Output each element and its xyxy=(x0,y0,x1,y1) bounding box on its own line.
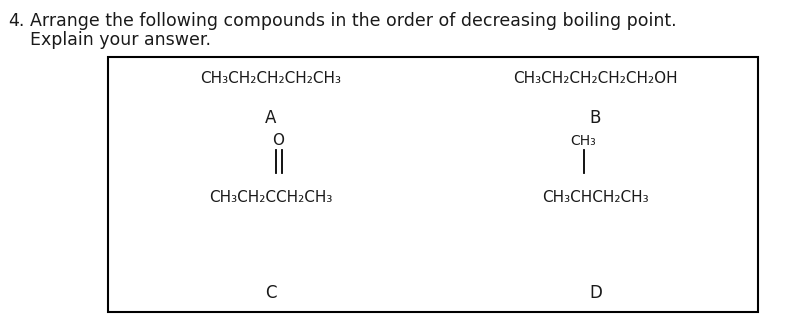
Text: CH₃CH₂CCH₂CH₃: CH₃CH₂CCH₂CH₃ xyxy=(209,190,332,204)
Text: C: C xyxy=(265,284,276,302)
Text: B: B xyxy=(590,109,601,127)
Text: Explain your answer.: Explain your answer. xyxy=(30,31,211,49)
Text: O: O xyxy=(272,132,284,147)
Text: CH₃CH₂CH₂CH₂CH₂OH: CH₃CH₂CH₂CH₂CH₂OH xyxy=(513,71,678,86)
Text: CH₃CH₂CH₂CH₂CH₃: CH₃CH₂CH₂CH₂CH₃ xyxy=(200,71,341,86)
Text: CH₃CHCH₂CH₃: CH₃CHCH₂CH₃ xyxy=(543,190,649,204)
Text: 4.: 4. xyxy=(8,12,25,30)
Text: CH₃: CH₃ xyxy=(570,134,596,147)
Text: A: A xyxy=(265,109,276,127)
Text: D: D xyxy=(589,284,602,302)
Text: Arrange the following compounds in the order of decreasing boiling point.: Arrange the following compounds in the o… xyxy=(30,12,676,30)
Bar xyxy=(108,57,758,312)
